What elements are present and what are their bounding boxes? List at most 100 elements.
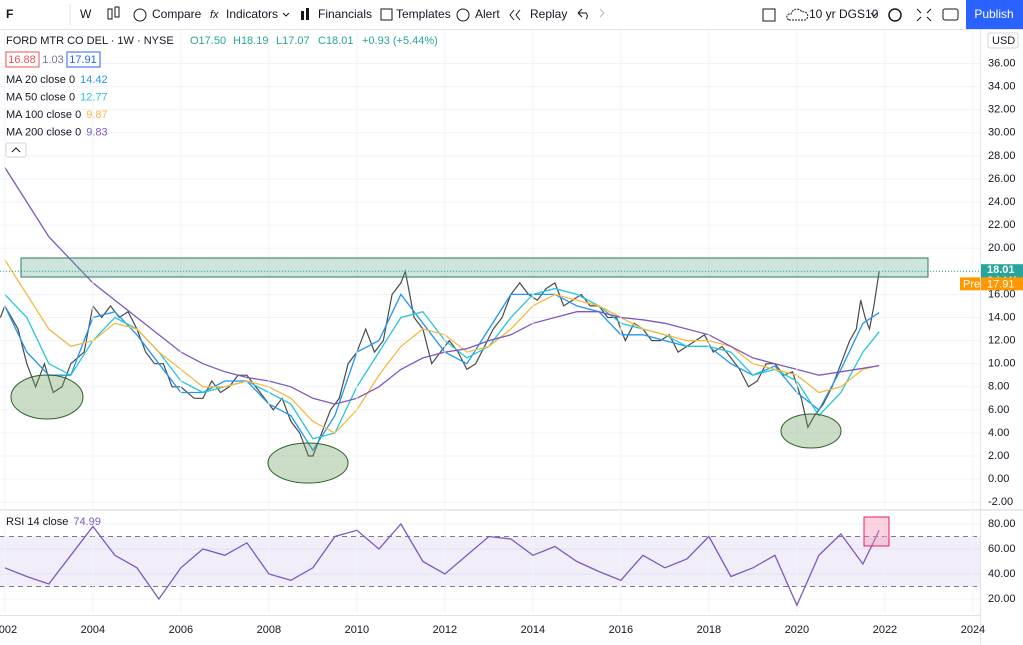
bid-box[interactable] [5,51,40,68]
y-tick-label: 14.00 [988,311,1016,323]
snapshot-button[interactable] [942,8,959,21]
x-tick-label: 2002 [0,624,17,636]
y-tick-label: 40.00 [988,568,1016,580]
x-tick-label: 2006 [169,624,193,636]
templates-icon [380,8,393,21]
y-tick-label: 24.00 [988,196,1016,208]
series-line [4,167,880,405]
x-tick-label: 2012 [433,624,457,636]
dropdown-icon[interactable] [282,12,290,17]
plots: -2.00 0.00 2.00 4.00 6.00 8.00 10.00 12.00 14.00… [0,30,1023,636]
publish-button[interactable] [966,0,1023,29]
y-tick-label: 26.00 [988,173,1016,185]
undo-button[interactable] [577,8,588,20]
series-line [4,259,880,434]
y-tick-label: 6.00 [988,404,1009,416]
bid[interactable]: 16.88 [8,54,36,66]
x-tick-label: 2010 [345,624,369,636]
interval[interactable]: W [80,7,92,21]
y-tick-label: 34.00 [988,80,1016,92]
ohlc-open: O17.50 [190,35,226,47]
y-tick-label: 60.00 [988,543,1016,555]
rsi-highlight [863,516,890,547]
collapse-legend[interactable] [5,142,27,158]
y-tick-label: 80.00 [988,518,1016,530]
settings-button[interactable] [888,8,902,22]
replay-button[interactable]: Replay [530,7,567,21]
legend-title: FORD MTR CO DEL · 1W · NYSE [6,35,174,47]
replay-icon [509,9,521,21]
bottom-marker [780,413,842,449]
fullscreen-button[interactable] [916,8,932,22]
legend-label: MA 50 close 0 [6,91,75,103]
alert-icon [456,8,470,22]
y-tick-label: 20.00 [988,242,1016,254]
y-tick-label: -2.00 [988,496,1013,508]
legend-value: 14.42 [80,74,108,86]
compare-symbol[interactable]: 10 yr DGS10 [809,7,879,21]
x-tick-label: 2014 [521,624,545,636]
ohlc-high: H18.19 [233,35,268,47]
templates-button[interactable]: Templates [396,7,451,21]
legend-value: 12.77 [80,91,108,103]
y-tick-label: 16.00 [988,288,1016,300]
legend-label: MA 200 close 0 [6,126,81,138]
ask[interactable]: 17.91 [69,54,97,66]
x-tick-label: 2020 [785,624,809,636]
symbol[interactable]: F [6,7,13,21]
y-tick-label: 12.00 [988,334,1016,346]
pre-label-box [960,277,980,291]
toolbar [0,0,1023,29]
currency-button[interactable] [987,32,1019,49]
y-tick-label: 4.00 [988,427,1009,439]
pre-label: Pre [963,278,980,290]
alert-button[interactable]: Alert [475,7,500,21]
spread: 1.03 [42,54,63,66]
pre-price-box [981,277,1023,291]
financials-button[interactable]: Financials [318,7,372,21]
compare-button[interactable]: Compare [152,7,202,21]
currency-label[interactable]: USD [992,35,1015,47]
collapse-icon[interactable] [11,147,21,153]
y-tick-label: 32.00 [988,104,1016,116]
bottom-marker [267,442,349,484]
legend-label: MA 20 close 0 [6,74,75,86]
legend-label: RSI 14 close [6,516,68,528]
pre-price: 17.91 [987,278,1015,290]
indicators-button[interactable]: Indicators [226,7,278,21]
x-tick-label: 2024 [961,624,985,636]
y-tick-label: 2.00 [988,450,1009,462]
compare-icon[interactable] [133,8,147,22]
rsi-band [0,536,980,587]
redo-button[interactable] [599,8,605,18]
legend-label: MA 100 close 0 [6,109,81,121]
cloud-icon [786,8,809,21]
legend-value: 9.83 [86,126,107,138]
layout-button[interactable] [762,8,776,22]
y-tick-label: 0.00 [988,473,1009,485]
candle-icon[interactable] [107,6,120,20]
y-tick-label: 10.00 [988,358,1016,370]
x-tick-label: 2016 [609,624,633,636]
ask-box[interactable] [66,51,101,68]
ohlc-change: +0.93 (+5.44%) [362,35,438,47]
y-tick-label: 28.00 [988,150,1016,162]
indicators-icon: fx [210,9,219,21]
last-price: 18.01 [987,264,1015,276]
x-tick-label: 2022 [873,624,897,636]
legend-value: 9.87 [86,109,107,121]
ohlc-low: L17.07 [276,35,310,47]
x-tick-label: 2008 [257,624,281,636]
publish-label[interactable]: Publish [974,7,1013,21]
x-tick-label: 2018 [697,624,721,636]
y-tick-label: 22.00 [988,219,1016,231]
y-tick-label: 20.00 [988,593,1016,605]
series-line [4,522,880,607]
x-tick-label: 2004 [81,624,105,636]
series-line [0,269,880,457]
y-tick-label: 30.00 [988,127,1016,139]
bottom-marker [10,374,84,420]
ohlc-close: C18.01 [318,35,353,47]
dropdown-icon[interactable] [870,12,878,17]
